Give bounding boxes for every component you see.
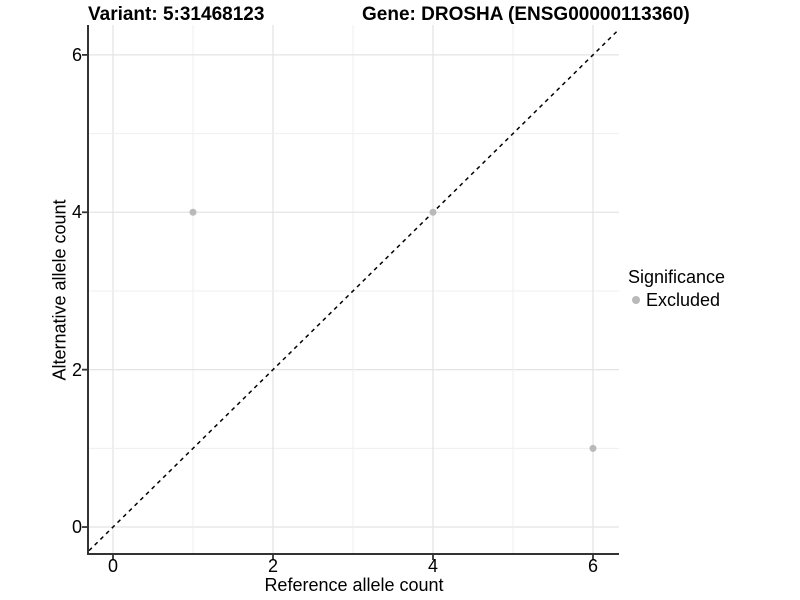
x-tick-label: 2 [267, 556, 279, 576]
reference-diagonal-line [88, 28, 620, 552]
data-point [589, 444, 597, 452]
data-point [189, 208, 197, 216]
y-tick-label: 4 [71, 202, 82, 223]
legend-item-label: Excluded [646, 290, 721, 310]
plot-title-variant: Variant: 5:31468123 [88, 4, 265, 25]
x-tick-label: 4 [427, 556, 439, 576]
y-axis-title: Alternative allele count [49, 199, 70, 381]
x-tick-label: 6 [587, 556, 599, 576]
data-point [429, 208, 437, 216]
x-tick-label: 0 [107, 556, 119, 576]
legend-point-icon [632, 296, 640, 304]
x-axis-title: Reference allele count [264, 575, 444, 595]
legend: Significance Excluded [628, 266, 725, 310]
y-tick-label: 0 [71, 517, 82, 538]
plot-title-gene: Gene: DROSHA (ENSG00000113360) [362, 4, 690, 25]
legend-title: Significance [628, 267, 726, 287]
legend-item-excluded: Excluded [628, 290, 725, 310]
y-tick-label: 6 [71, 44, 82, 65]
y-tick-label: 2 [71, 359, 82, 380]
plot-canvas [82, 25, 620, 560]
plot-panel [82, 25, 620, 560]
